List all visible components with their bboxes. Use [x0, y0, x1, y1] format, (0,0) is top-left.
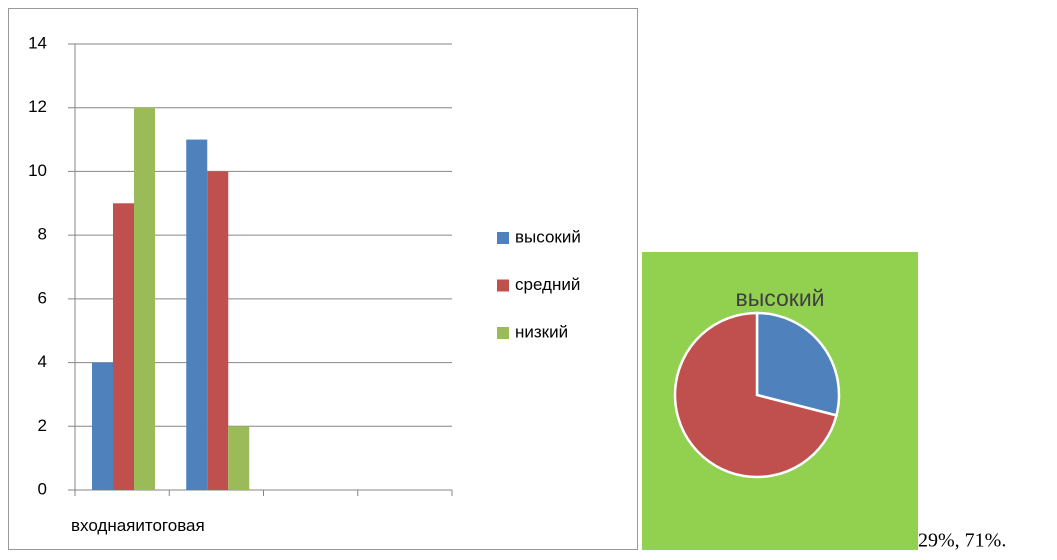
- y-tick-label: 8: [38, 225, 47, 244]
- y-tick-label: 12: [28, 97, 47, 116]
- bar: [92, 362, 113, 490]
- x-tick-label: итоговая: [135, 516, 204, 535]
- bar: [228, 426, 250, 490]
- bar: [113, 203, 134, 491]
- pie-title: высокий: [735, 285, 824, 311]
- y-tick-label: 0: [38, 479, 47, 498]
- legend-label: средний: [515, 275, 580, 294]
- y-tick-label: 4: [38, 352, 47, 371]
- x-tick-label: входная: [71, 516, 135, 535]
- legend-label: низкий: [515, 322, 568, 341]
- pie-slice: [755, 311, 841, 417]
- bar: [207, 171, 229, 490]
- legend-label: высокий: [515, 227, 581, 246]
- y-tick-label: 2: [38, 416, 47, 435]
- x-tick-labels: входнаяитоговая: [71, 516, 205, 535]
- legend-swatch: [497, 279, 509, 292]
- pie-chart: высокий: [642, 252, 918, 550]
- bar-chart: 0 2 4 6 8 10 12 14 входнаяитоговая высокий средний…: [28, 33, 581, 535]
- legend-swatch: [497, 327, 509, 339]
- bar: [186, 139, 208, 491]
- y-tick-label: 10: [28, 161, 47, 180]
- pie-slice: [673, 311, 838, 479]
- caption: 29%, 71%.: [918, 530, 1006, 552]
- bar: [134, 107, 155, 490]
- y-tick-label: 14: [28, 33, 47, 52]
- legend-swatch: [497, 232, 509, 244]
- y-tick-label: 6: [38, 288, 47, 307]
